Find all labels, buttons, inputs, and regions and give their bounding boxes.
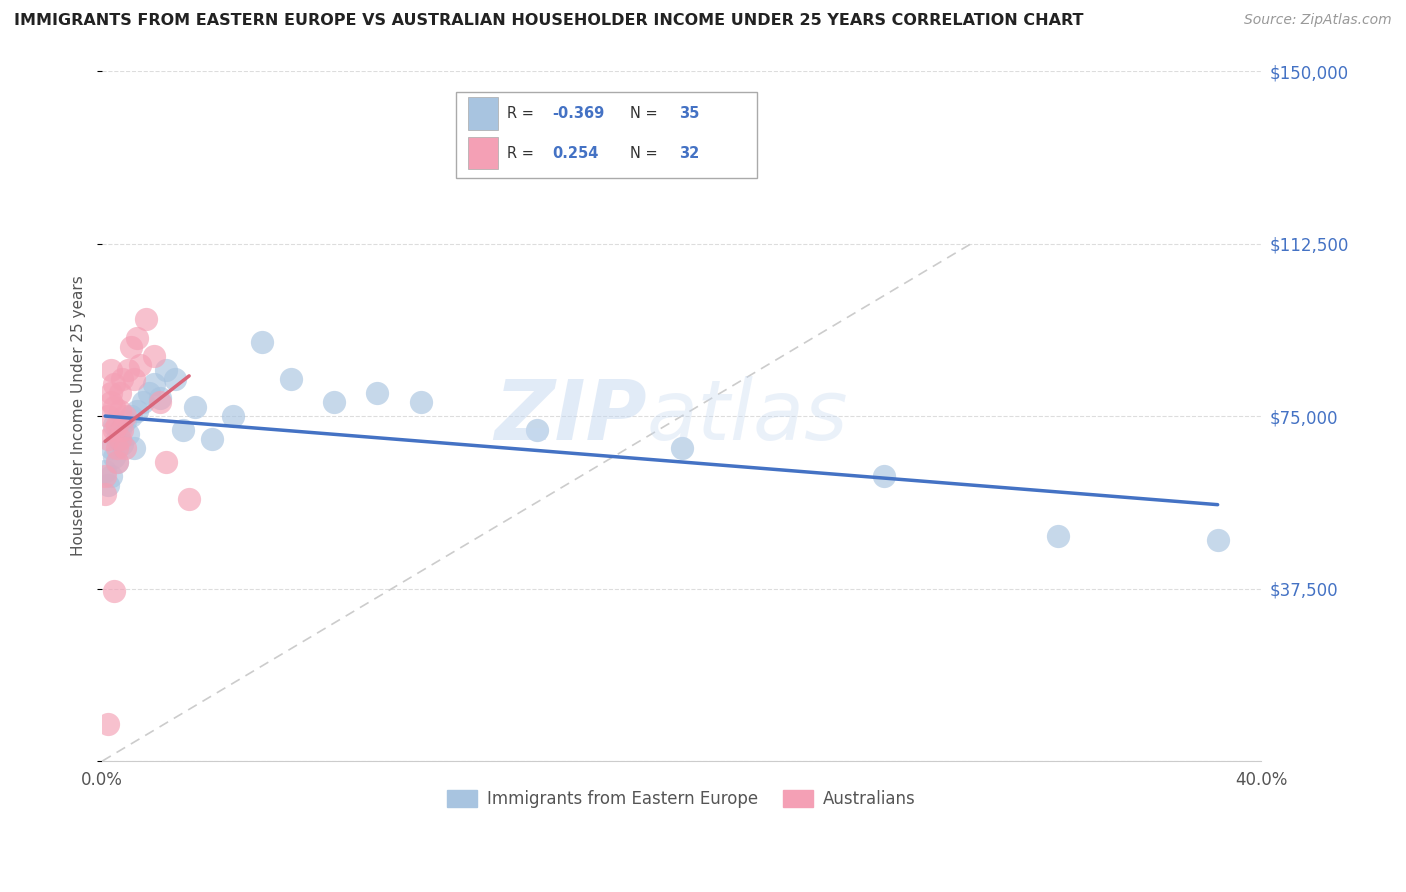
Point [172, 423, 194, 437]
Point [117, 427, 139, 442]
Point [103, 423, 125, 437]
Point [97, 717, 120, 731]
Point [97, 432, 120, 446]
Point [100, 468, 122, 483]
Point [135, 312, 157, 326]
Point [108, 432, 131, 446]
Point [105, 455, 128, 469]
Point [103, 376, 125, 391]
Point [97, 478, 120, 492]
Point [143, 376, 166, 391]
Point [132, 395, 155, 409]
Point [94, 468, 117, 483]
Point [221, 409, 243, 423]
Point [103, 583, 125, 598]
Point [366, 386, 388, 401]
Point [100, 386, 122, 401]
Point [111, 423, 134, 437]
Point [105, 432, 128, 446]
Point [125, 404, 148, 418]
Point [103, 418, 125, 433]
Point [179, 491, 201, 506]
Point [108, 423, 131, 437]
Point [105, 455, 128, 469]
Point [108, 404, 131, 418]
Point [323, 395, 346, 409]
Point [108, 386, 131, 401]
Point [155, 455, 177, 469]
Point [103, 400, 125, 414]
Point [111, 436, 134, 450]
Point [184, 400, 207, 414]
Point [114, 442, 136, 456]
Point [111, 372, 134, 386]
Point [128, 359, 150, 373]
Y-axis label: Householder Income Under 25 years: Householder Income Under 25 years [72, 276, 86, 557]
Point [117, 363, 139, 377]
Point [155, 363, 177, 377]
Text: ZIP: ZIP [495, 376, 647, 457]
Point [114, 409, 136, 423]
Point [1047, 529, 1070, 543]
Point [100, 442, 122, 456]
Point [94, 464, 117, 478]
Point [280, 372, 302, 386]
Point [100, 395, 122, 409]
Point [250, 335, 273, 350]
Point [120, 340, 142, 354]
Point [122, 442, 145, 456]
Point [409, 395, 432, 409]
Text: atlas: atlas [647, 376, 848, 457]
Point [526, 423, 548, 437]
Point [97, 409, 120, 423]
Point [873, 468, 896, 483]
Point [122, 372, 145, 386]
Point [105, 442, 128, 456]
Point [149, 391, 172, 405]
Point [125, 331, 148, 345]
Point [143, 349, 166, 363]
Point [114, 414, 136, 428]
Text: IMMIGRANTS FROM EASTERN EUROPE VS AUSTRALIAN HOUSEHOLDER INCOME UNDER 25 YEARS C: IMMIGRANTS FROM EASTERN EUROPE VS AUSTRA… [14, 13, 1084, 29]
Point [120, 409, 142, 423]
Point [138, 386, 160, 401]
Point [149, 395, 172, 409]
Point [163, 372, 186, 386]
Point [105, 418, 128, 433]
Point [671, 442, 693, 456]
Point [201, 432, 224, 446]
Text: Source: ZipAtlas.com: Source: ZipAtlas.com [1244, 13, 1392, 28]
Point [100, 363, 122, 377]
Legend: Immigrants from Eastern Europe, Australians: Immigrants from Eastern Europe, Australi… [440, 783, 922, 815]
Point [94, 487, 117, 501]
Point [1206, 533, 1229, 548]
Point [103, 450, 125, 465]
